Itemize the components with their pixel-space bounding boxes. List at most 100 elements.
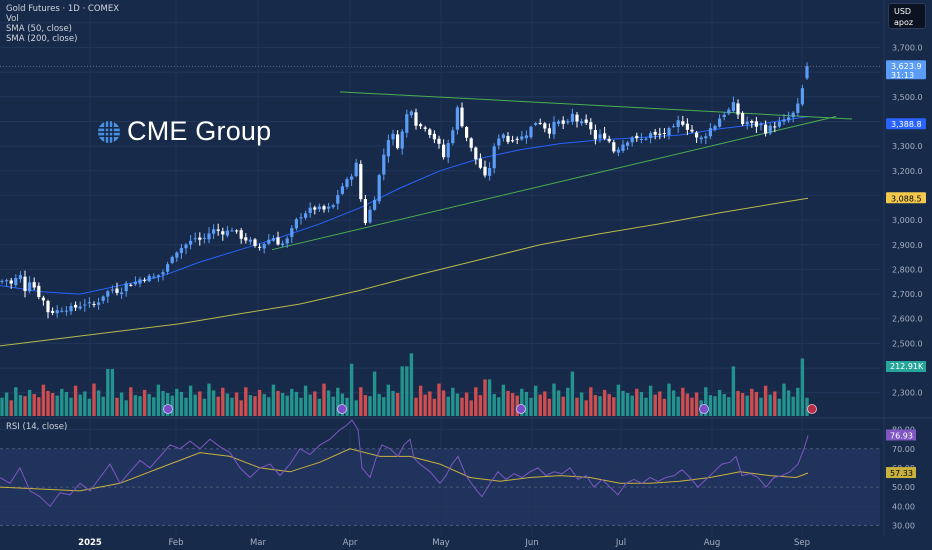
volume-bar [230, 397, 234, 416]
volume-bar [87, 398, 92, 416]
candle-body [74, 304, 78, 308]
volume-bar [303, 385, 308, 416]
volume-bar [708, 395, 713, 416]
x-tick-label: 2025 [78, 538, 102, 548]
candle-body [368, 209, 372, 223]
rsi-tick-label: 50.00 [892, 483, 915, 492]
volume-bar [202, 398, 207, 416]
volume-bar [492, 394, 496, 416]
volume-bar [607, 394, 611, 416]
volume-bar [736, 390, 740, 416]
volume-bar [345, 397, 349, 416]
candle-body [382, 154, 386, 175]
volume-bar [156, 384, 161, 416]
candle-body [741, 113, 745, 125]
volume-bar [32, 394, 36, 416]
legend-sma50[interactable]: SMA (50, close) [6, 24, 72, 34]
candle-body [713, 125, 717, 130]
y-tick-label: 3,300.0 [892, 142, 923, 151]
rsi-ma-line [0, 448, 809, 492]
candle-body [704, 136, 708, 139]
volume-bar [437, 383, 441, 416]
volume-bar [248, 395, 253, 416]
y-tick-label: 3,000.0 [892, 216, 923, 225]
volume-bar [234, 392, 239, 416]
legend-rsi[interactable]: RSI (14, close) [6, 422, 68, 432]
x-tick-label: Mar [249, 538, 267, 548]
volume-bar [170, 395, 174, 416]
x-tick-label: Apr [342, 538, 358, 548]
candle-body [184, 244, 188, 249]
volume-bar [483, 379, 487, 416]
candle-body [285, 238, 289, 244]
candle-body [161, 272, 165, 275]
candle-body [695, 132, 699, 138]
candle-body [718, 118, 722, 127]
candle-body [501, 134, 505, 139]
candle-body [690, 129, 694, 132]
volume-bar [487, 379, 492, 416]
time-axis[interactable]: 2025 Feb Mar Apr May Jun Jul Aug Sep [0, 536, 932, 550]
event-marker [699, 404, 709, 414]
volume-bar [405, 366, 409, 416]
volume-bar [124, 400, 128, 416]
volume-bar [704, 387, 708, 416]
volume-bar [46, 390, 50, 416]
candle-body [193, 238, 197, 240]
rsi-tick-label: 30.00 [892, 521, 915, 530]
candle-body [212, 229, 216, 234]
volume-bar [423, 394, 427, 416]
volume-bar [64, 391, 69, 416]
candle-body [754, 121, 758, 127]
candle-body [658, 133, 662, 135]
candle-body [46, 300, 50, 313]
y-tick-label: 3,700.0 [892, 43, 923, 52]
volume-bar [363, 395, 368, 416]
volume-bar [556, 390, 561, 416]
volume-bar [308, 394, 312, 416]
legend-volume[interactable]: Vol [6, 14, 19, 24]
volume-bar [547, 398, 552, 416]
legend-sma200[interactable]: SMA (200, close) [6, 34, 78, 44]
volume-bar [460, 397, 464, 416]
candle-body [492, 146, 496, 169]
candle-body [745, 121, 749, 125]
candle-body [138, 279, 142, 284]
candle-body [759, 124, 763, 126]
volume-bar [262, 394, 266, 416]
volume-bar [676, 396, 680, 416]
candle-body [644, 138, 648, 140]
candle-body [391, 133, 395, 140]
candle-body [290, 228, 294, 237]
volume-bar [414, 397, 418, 416]
volume-bar [244, 387, 248, 416]
volume-bar [561, 396, 565, 416]
candle-body [400, 131, 404, 149]
currency-selector[interactable]: USD apoz [888, 3, 926, 29]
volume-bar [469, 400, 473, 416]
candle-body [299, 217, 303, 219]
legend-symbol[interactable]: Gold Futures · 1D · COMEX [6, 4, 120, 14]
candle-body [566, 121, 570, 123]
volume-bar [791, 396, 795, 416]
candle-body [782, 119, 786, 122]
candle-body [106, 291, 110, 297]
volume-label: 212.91K [890, 362, 924, 371]
candle-body [773, 126, 777, 128]
volume-bar [759, 397, 763, 416]
volume-bar [713, 396, 717, 416]
price-label-bg [886, 60, 926, 80]
volume-bar [18, 395, 23, 416]
candle-body [304, 213, 308, 218]
volume-bar [543, 391, 547, 416]
volume-bar [96, 390, 101, 416]
candle-body [92, 303, 96, 305]
price-label-bg [886, 192, 926, 204]
candle-body [248, 239, 252, 242]
candle-body [386, 140, 390, 157]
volume-bar [782, 383, 786, 416]
volume-bar [280, 393, 285, 416]
volume-bar [14, 387, 18, 416]
x-tick-label: Jun [525, 538, 539, 548]
